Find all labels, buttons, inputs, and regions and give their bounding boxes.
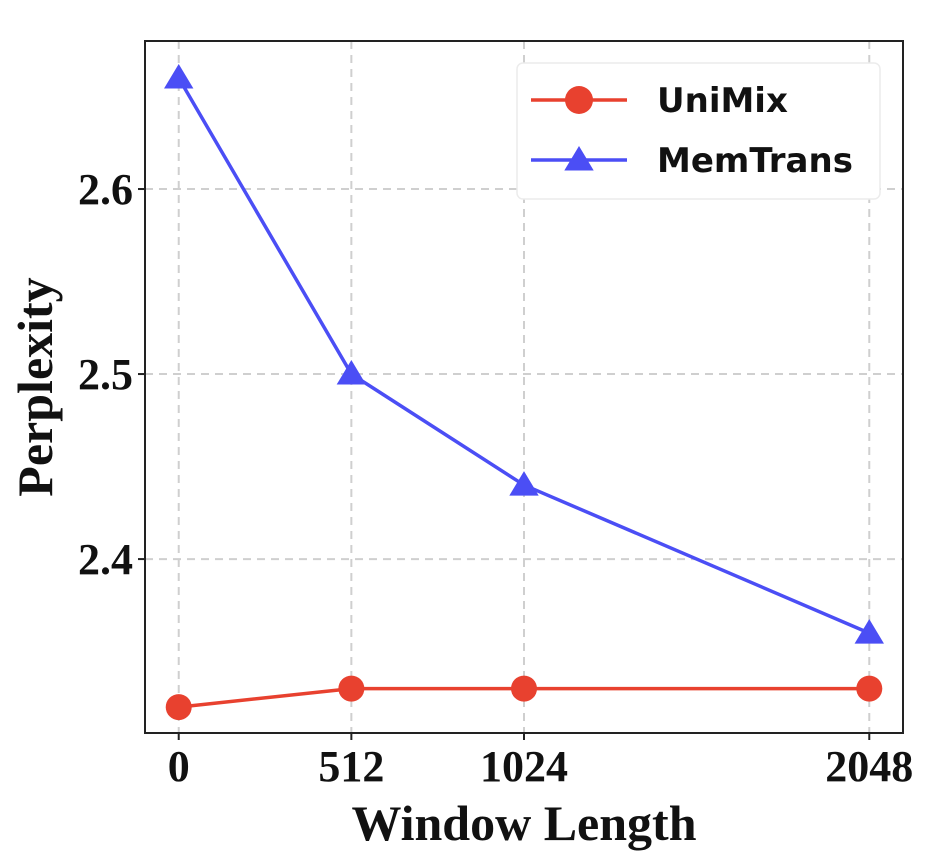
legend-box: [516, 62, 881, 200]
data-point: [338, 675, 365, 702]
y-axis-label: Perplexity: [7, 277, 63, 496]
series-memtrans: [164, 64, 884, 644]
x-tick-labels: 0 512 1024 2048: [168, 733, 913, 791]
y-tick-label: 2.5: [78, 350, 133, 399]
x-tick-label: 2048: [825, 742, 913, 791]
x-tick-label: 0: [168, 742, 190, 791]
legend: UniMix MemTrans: [516, 62, 881, 200]
data-point: [164, 64, 194, 89]
legend-label: UniMix: [657, 81, 788, 121]
x-tick-label: 1024: [480, 742, 568, 791]
data-point: [336, 360, 367, 385]
data-point: [854, 619, 884, 644]
x-axis-label: Window Length: [351, 795, 696, 851]
series-line: [177, 77, 870, 635]
legend-label: MemTrans: [657, 141, 853, 181]
data-point: [856, 675, 883, 702]
series-unimix: [165, 675, 883, 721]
x-tick-label: 512: [318, 742, 384, 791]
y-tick-labels: 2.4 2.5 2.6: [78, 165, 145, 584]
y-tick-label: 2.6: [78, 165, 133, 214]
legend-triangle-marker: [564, 146, 594, 171]
data-point: [509, 471, 539, 496]
plot-series: [164, 64, 884, 721]
legend-circle-marker: [565, 86, 593, 114]
series-line: [178, 686, 870, 709]
data-point: [511, 675, 537, 702]
data-point: [165, 694, 192, 721]
y-tick-label: 2.4: [78, 535, 133, 584]
